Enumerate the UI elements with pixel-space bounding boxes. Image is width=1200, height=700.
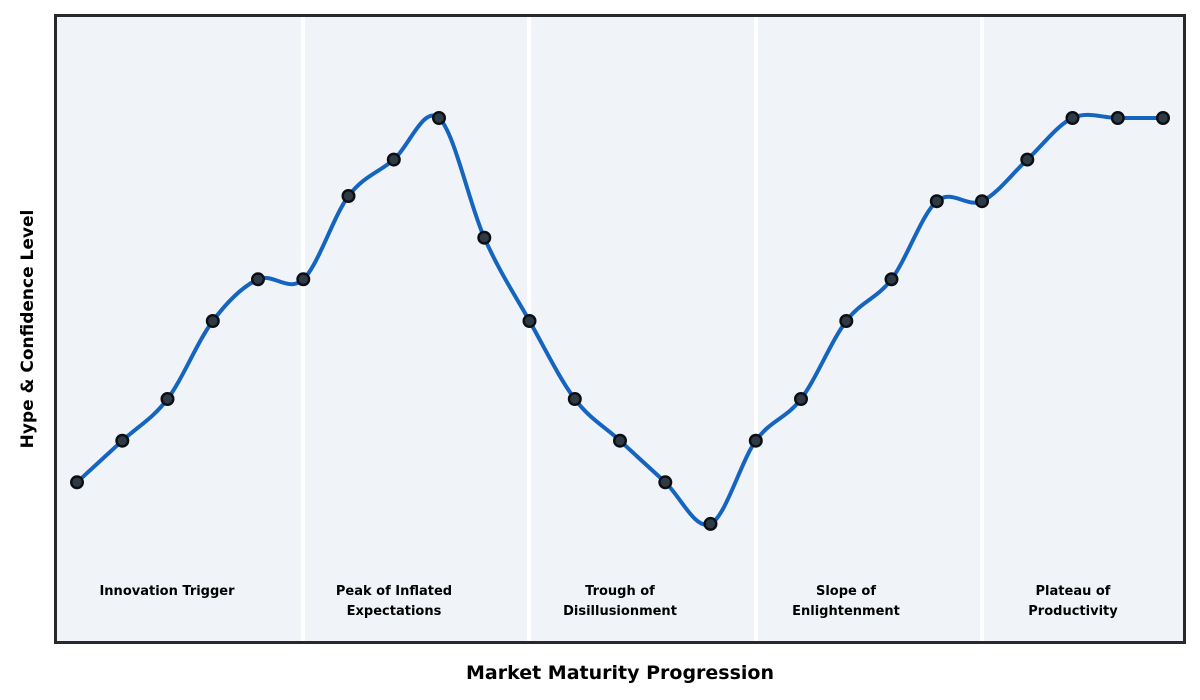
hype-curve-line [75,112,1165,527]
data-point-marker [477,230,492,245]
data-point-marker [205,314,220,329]
phase-divider [301,17,305,641]
phase-divider [754,17,758,641]
phase-divider [527,17,531,641]
data-point-marker [929,194,944,209]
phase-label-trough-of-disillusionment: Trough of Disillusionment [563,584,677,619]
data-point-marker [250,272,265,287]
data-point-marker [794,392,809,407]
data-point-marker [1155,110,1170,125]
x-axis-label: Market Maturity Progression [465,662,775,684]
data-point-marker [658,475,673,490]
data-point-marker [69,475,85,490]
data-point-marker [613,433,628,448]
data-point-marker [839,314,854,329]
data-point-marker [432,110,447,125]
data-point-marker [703,516,718,531]
hype-curve-svg [69,110,1170,531]
data-point-marker [748,433,763,448]
phase-label-peak-of-inflated-expectations: Peak of Inflated Expectations [335,584,453,619]
phase-label-innovation-trigger: Innovation Trigger [99,584,235,599]
y-axis-label: Hype & Confidence Level [18,209,38,449]
phase-divider [980,17,984,641]
data-point-marker [115,433,130,448]
data-point-marker [1110,110,1125,125]
data-point-marker [975,194,990,209]
phase-label-plateau-of-productivity: Plateau of Productivity [1028,584,1118,619]
data-point-marker [341,188,356,203]
data-point-marker [296,272,311,287]
data-point-marker [522,314,537,329]
data-point-marker [1020,152,1035,167]
phase-label-slope-of-enlightenment: Slope of Enlightenment [792,584,900,619]
plot-area: Innovation Trigger Peak of Inflated Expe… [54,14,1186,644]
data-point-marker [884,272,899,287]
data-point-marker [386,152,401,167]
data-point-marker [567,392,582,407]
data-point-marker [160,392,175,407]
data-point-marker [1065,110,1080,125]
